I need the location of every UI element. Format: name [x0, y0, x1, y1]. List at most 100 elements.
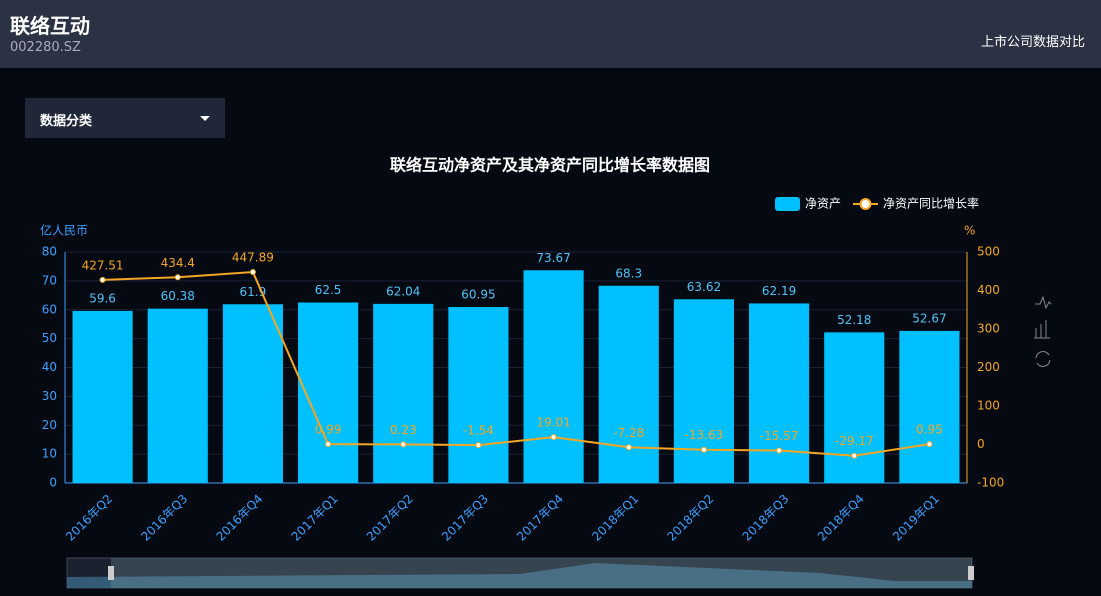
- bar: [673, 299, 734, 483]
- compare-link[interactable]: 上市公司数据对比: [980, 35, 1085, 50]
- y2-tick-label: 400: [977, 283, 1000, 297]
- bar-icon[interactable]: [1034, 320, 1050, 339]
- y-tick-label: 10: [42, 447, 57, 461]
- line-label: 0.23: [390, 423, 417, 437]
- y2-tick-label: 500: [977, 245, 1000, 259]
- y-tick-label: 50: [42, 331, 57, 345]
- company-name: 联络互动: [10, 14, 90, 38]
- dropdown-label: 数据分类: [40, 114, 93, 129]
- y-tick-label: 20: [42, 418, 57, 432]
- line-point: [776, 447, 783, 454]
- legend-swatch: [859, 198, 872, 210]
- bar: [749, 303, 810, 483]
- line-point: [550, 434, 557, 441]
- line-label: 427.51: [82, 258, 124, 272]
- line-label: 0.95: [916, 423, 943, 437]
- line-point: [99, 276, 106, 283]
- toolbox[interactable]: [1034, 295, 1052, 367]
- y2-tick-label: 200: [977, 360, 1000, 374]
- x-tick-label: 2016年Q2: [63, 492, 115, 544]
- line-point: [700, 446, 707, 453]
- bar: [824, 332, 885, 483]
- bar: [72, 310, 133, 483]
- bar-label: 60.95: [461, 288, 495, 302]
- y-tick-label: 80: [42, 245, 57, 259]
- bar-label: 59.6: [89, 291, 116, 305]
- line-point: [851, 452, 858, 459]
- bar-label: 68.3: [615, 266, 642, 280]
- bar: [222, 304, 283, 483]
- y-axis-label: 亿人民币: [40, 223, 88, 238]
- bar: [448, 307, 509, 483]
- bar: [899, 330, 960, 483]
- zoom-handle[interactable]: [108, 566, 114, 580]
- chart-title: 联络互动净资产及其净资产同比增长率数据图: [390, 156, 710, 175]
- line-label: -1.54: [463, 424, 494, 438]
- line-point: [174, 274, 181, 281]
- y2-tick-label: 300: [977, 322, 1000, 336]
- x-tick-label: 2018年Q4: [815, 492, 867, 544]
- line-label: 447.89: [232, 251, 274, 265]
- line-point: [475, 442, 482, 449]
- data-zoom[interactable]: [66, 557, 974, 589]
- line-point: [249, 269, 256, 276]
- line-label: -29.17: [835, 434, 874, 448]
- line: [102, 271, 930, 457]
- y-tick-label: 40: [42, 360, 57, 374]
- bar: [373, 303, 434, 483]
- category-dropdown[interactable]: 数据分类: [25, 98, 225, 138]
- bar-label: 62.5: [315, 283, 342, 297]
- y-tick-label: 60: [42, 302, 57, 316]
- bar: [523, 270, 584, 483]
- bar-label: 62.19: [762, 284, 796, 298]
- y2-tick-label: 0: [977, 437, 985, 451]
- x-tick-label: 2018年Q1: [589, 492, 641, 544]
- y-tick-label: 30: [42, 389, 57, 403]
- line-label: 0.99: [315, 423, 342, 437]
- line-point: [926, 441, 933, 448]
- x-tick-label: 2017年Q2: [364, 492, 416, 544]
- stock-code: 002280.SZ: [10, 40, 81, 55]
- x-tick-label: 2018年Q2: [664, 492, 716, 544]
- x-tick-label: 2019年Q1: [890, 492, 942, 544]
- zoom-window[interactable]: [111, 558, 972, 588]
- x-tick-label: 2017年Q4: [514, 492, 566, 544]
- x-tick-label: 2018年Q3: [740, 492, 792, 544]
- bar-label: 62.04: [386, 284, 420, 298]
- x-tick-label: 2016年Q4: [213, 492, 265, 544]
- bar: [598, 285, 659, 483]
- y2-tick-label: -100: [977, 476, 1004, 490]
- bar-label: 63.62: [687, 280, 721, 294]
- bar-label: 52.18: [837, 313, 871, 327]
- chart: 联络互动净资产及其净资产同比增长率数据图 亿人民币 % 0 10 20 30 40 50 6…: [40, 156, 1052, 589]
- line-label: -15.57: [760, 429, 799, 443]
- y-tick-label: 0: [49, 476, 57, 490]
- y-tick-label: 70: [42, 273, 57, 287]
- line-icon[interactable]: [1035, 295, 1052, 310]
- line-label: 434.4: [161, 256, 195, 270]
- legend-label: 净资产同比增长率: [883, 196, 979, 211]
- line-point: [400, 441, 407, 448]
- y2-tick-label: 100: [977, 399, 1000, 413]
- legend-swatch: [775, 197, 800, 211]
- legend-label: 净资产: [805, 197, 841, 211]
- x-tick-label: 2016年Q3: [138, 492, 190, 544]
- bar: [147, 308, 208, 483]
- header: 联络互动 002280.SZ 上市公司数据对比: [0, 0, 1101, 68]
- line-point: [325, 441, 332, 448]
- bar-label: 73.67: [536, 251, 570, 265]
- line-label: -13.63: [685, 428, 724, 442]
- line-point: [625, 444, 632, 451]
- bar: [298, 302, 359, 483]
- y2-axis-label: %: [964, 224, 975, 238]
- dropdown-caret: [200, 116, 210, 121]
- zoom-preview: [67, 563, 972, 588]
- bar-label: 60.38: [161, 289, 195, 303]
- x-tick-label: 2017年Q3: [439, 492, 491, 544]
- line-label: -7.28: [613, 426, 644, 440]
- zoom-handle[interactable]: [968, 566, 974, 580]
- line-label: 19.01: [536, 416, 570, 430]
- restore-icon[interactable]: [1035, 351, 1051, 367]
- bar-label: 52.67: [912, 311, 946, 325]
